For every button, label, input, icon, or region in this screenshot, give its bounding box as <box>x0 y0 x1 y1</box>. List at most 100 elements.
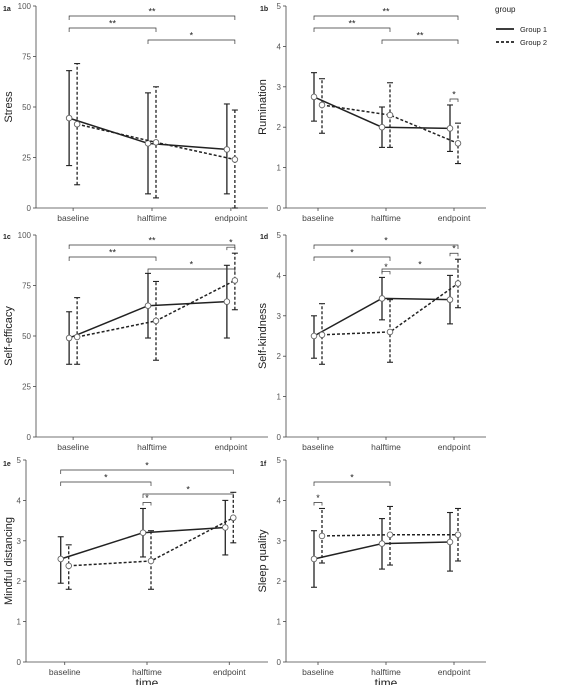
y-axis-title: Self-kindness <box>257 302 269 369</box>
data-point-group-1 <box>378 295 386 302</box>
significance-label: * <box>145 493 149 503</box>
significance-label: * <box>145 461 149 471</box>
x-tick-label: halftime <box>137 442 167 452</box>
panel-1f: 0 1 2 3 4 5 baseline halftime endpoint Sleep qual… <box>257 456 486 685</box>
significance-bracket <box>313 15 459 20</box>
panel-label: 1b <box>260 6 268 13</box>
y-tick-label: 50 <box>22 103 31 112</box>
x-tick-label: halftime <box>371 667 401 677</box>
series-line-group-2 <box>321 533 458 537</box>
significance-label: * <box>104 473 108 483</box>
data-point-group-2 <box>454 280 462 287</box>
significance-label: ** <box>148 7 156 17</box>
panel-label: 1a <box>3 6 11 13</box>
data-point-group-2 <box>152 317 160 325</box>
data-point-group-2 <box>231 277 239 284</box>
y-tick-label: 2 <box>277 577 282 586</box>
significance-bracket <box>147 39 236 44</box>
data-point-group-1 <box>378 540 386 547</box>
data-point-group-2 <box>65 562 72 570</box>
data-point-group-2 <box>386 111 394 119</box>
y-tick-label: 75 <box>22 53 31 62</box>
x-tick-label: baseline <box>302 213 334 223</box>
significance-bracket <box>60 481 152 486</box>
significance-label: * <box>350 473 354 483</box>
data-point-group-2 <box>454 531 462 538</box>
significance-bracket <box>68 256 157 261</box>
significance-label: * <box>229 238 233 248</box>
data-point-group-1 <box>144 140 152 147</box>
data-point-group-2 <box>231 156 239 163</box>
y-tick-label: 2 <box>277 123 282 132</box>
series-line-group-2 <box>321 282 459 336</box>
significance-bracket <box>68 244 236 249</box>
significance-label: * <box>384 236 388 246</box>
data-point-group-2 <box>230 514 237 522</box>
panel-1d: 0 1 2 3 4 5 baseline halftime endpoint Self-kindn… <box>257 231 486 452</box>
y-axis-title: Sleep quality <box>257 529 269 592</box>
x-tick-label: endpoint <box>438 667 471 677</box>
data-point-group-1 <box>446 125 454 132</box>
y-tick-label: 4 <box>17 496 22 505</box>
significance-label: ** <box>109 248 117 258</box>
significance-bracket <box>313 244 459 249</box>
significance-bracket <box>381 39 459 44</box>
y-tick-label: 4 <box>277 271 282 280</box>
panel-label: 1f <box>260 461 267 468</box>
y-tick-label: 3 <box>277 537 282 546</box>
data-point-group-2 <box>73 333 81 341</box>
panel-1e: 0 1 2 3 4 5 baseline halftime endpoint Mindful di… <box>3 456 268 685</box>
data-point-group-1 <box>378 123 386 131</box>
x-tick-label: endpoint <box>215 213 248 223</box>
y-tick-label: 5 <box>277 456 282 465</box>
x-tick-label: baseline <box>302 442 334 452</box>
significance-bracket <box>449 98 459 102</box>
significance-bracket <box>381 271 391 275</box>
y-tick-label: 3 <box>277 312 282 321</box>
y-tick-label: 100 <box>18 231 32 240</box>
y-tick-label: 0 <box>277 658 282 667</box>
panel-1c: 0 25 50 75 100 baseline halftime endpoint Self-e… <box>3 231 268 452</box>
y-tick-label: 0 <box>27 204 32 213</box>
significance-bracket <box>142 502 152 506</box>
y-tick-label: 2 <box>17 577 22 586</box>
x-axis-title: time <box>375 676 398 685</box>
data-point-group-2 <box>152 139 160 146</box>
significance-label: * <box>452 244 456 254</box>
y-tick-label: 25 <box>22 154 31 163</box>
data-point-group-1 <box>446 538 454 546</box>
x-tick-label: baseline <box>302 667 334 677</box>
data-point-group-1 <box>57 555 64 563</box>
legend: group Group 1 Group 2 <box>495 5 547 47</box>
data-point-group-2 <box>147 557 155 565</box>
panel-label: 1c <box>3 234 11 241</box>
significance-label: * <box>452 89 456 99</box>
significance-label: * <box>190 31 194 41</box>
y-axis-title: Rumination <box>257 79 269 135</box>
series-line-group-2 <box>321 104 459 145</box>
y-tick-label: 1 <box>17 618 22 627</box>
x-axis-title: time <box>136 676 159 685</box>
significance-label: * <box>418 260 422 270</box>
data-point-group-1 <box>446 296 454 303</box>
y-tick-label: 75 <box>22 282 31 291</box>
significance-bracket <box>147 268 236 273</box>
y-tick-label: 0 <box>277 204 282 213</box>
legend-label-group-1: Group 1 <box>520 25 547 34</box>
y-tick-label: 0 <box>17 658 22 667</box>
data-point-group-2 <box>318 101 326 109</box>
significance-bracket <box>68 15 236 20</box>
significance-bracket <box>313 502 323 506</box>
y-tick-label: 3 <box>277 83 282 92</box>
y-tick-label: 2 <box>277 352 282 361</box>
significance-label: ** <box>348 19 356 29</box>
x-tick-label: endpoint <box>213 667 246 677</box>
data-point-group-1 <box>65 114 73 122</box>
y-tick-label: 4 <box>277 42 282 51</box>
y-tick-label: 1 <box>277 393 282 402</box>
significance-bracket <box>313 481 391 486</box>
significance-bracket <box>313 27 391 32</box>
significance-label: * <box>190 260 194 270</box>
y-axis-title: Mindful distancing <box>3 517 15 605</box>
